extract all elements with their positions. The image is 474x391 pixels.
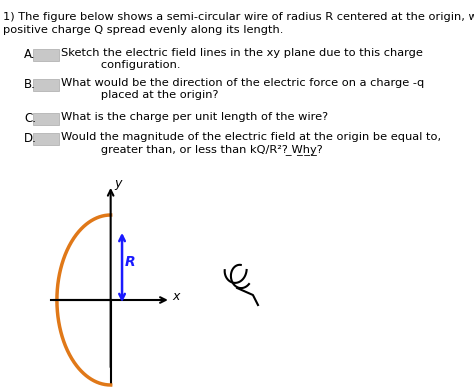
- Text: A.: A.: [24, 48, 36, 61]
- Text: positive charge Q spread evenly along its length.: positive charge Q spread evenly along it…: [3, 25, 283, 35]
- FancyBboxPatch shape: [33, 113, 59, 125]
- Text: Would the magnitude of the electric field at the origin be equal to,
           : Would the magnitude of the electric fiel…: [61, 132, 441, 154]
- Text: y: y: [114, 176, 121, 190]
- Text: R: R: [125, 255, 135, 269]
- FancyBboxPatch shape: [33, 79, 59, 91]
- Text: Sketch the electric field lines in the xy plane due to this charge
           co: Sketch the electric field lines in the x…: [61, 48, 423, 70]
- FancyBboxPatch shape: [33, 49, 59, 61]
- Text: What is the charge per unit length of the wire?: What is the charge per unit length of th…: [61, 112, 328, 122]
- FancyBboxPatch shape: [33, 133, 59, 145]
- Text: What would be the direction of the electric force on a charge -q
           plac: What would be the direction of the elect…: [61, 78, 425, 100]
- Text: D.: D.: [24, 132, 37, 145]
- Text: B.: B.: [24, 78, 36, 91]
- Text: x: x: [172, 289, 179, 303]
- Text: 1) The figure below shows a semi-circular wire of radius R centered at the origi: 1) The figure below shows a semi-circula…: [3, 12, 474, 22]
- Text: C.: C.: [24, 112, 36, 125]
